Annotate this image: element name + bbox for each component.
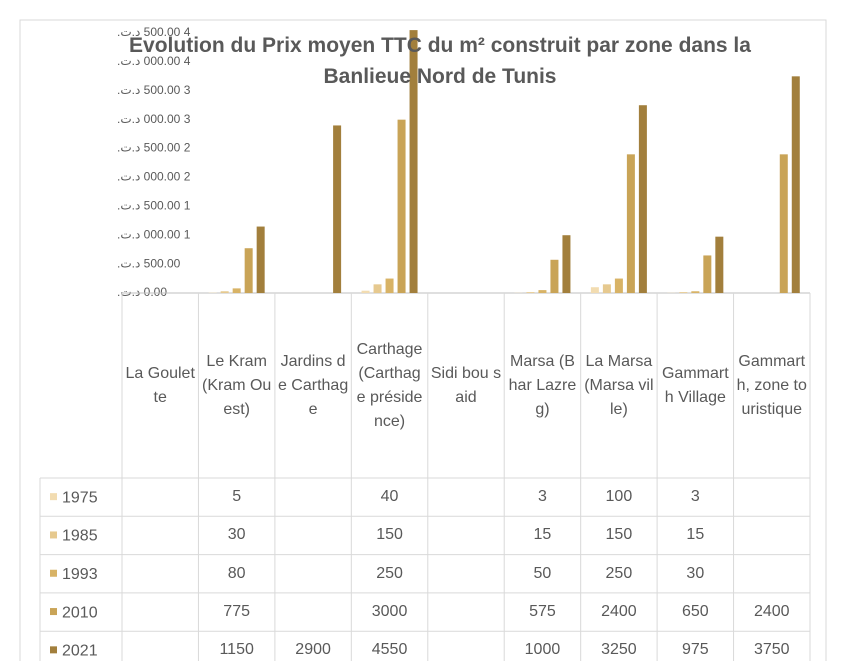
table-value: 150 bbox=[605, 526, 633, 544]
bar bbox=[626, 154, 635, 293]
y-tick-label: 2 500.00 د.ت. bbox=[117, 141, 191, 155]
y-tick-label: 3 000.00 د.ت. bbox=[117, 112, 191, 126]
table-value: 575 bbox=[529, 603, 556, 621]
bar bbox=[232, 288, 241, 293]
y-tick-label: 3 500.00 د.ت. bbox=[117, 83, 191, 97]
table-value: 150 bbox=[376, 526, 403, 544]
table-value: 650 bbox=[681, 603, 709, 621]
bar bbox=[397, 119, 406, 294]
legend-label: 2010 bbox=[62, 604, 98, 621]
table-value: 5 bbox=[232, 488, 242, 506]
table-value: 3000 bbox=[371, 603, 408, 621]
y-tick-label: 500.00 د.ت. bbox=[117, 256, 181, 270]
table-value: 40 bbox=[380, 488, 399, 506]
legend-swatch bbox=[50, 569, 57, 577]
bar bbox=[791, 76, 800, 293]
y-tick-label: 4 500.00 د.ت. bbox=[117, 25, 191, 39]
category-label: Le Kram (Kram Ouest) bbox=[201, 352, 272, 418]
bar bbox=[691, 291, 700, 293]
table-value: 50 bbox=[533, 564, 552, 582]
table-value: 3 bbox=[690, 488, 700, 506]
legend-label: 1985 bbox=[62, 528, 98, 545]
table-value: 250 bbox=[376, 564, 403, 582]
legend-swatch bbox=[50, 608, 57, 616]
bar bbox=[590, 287, 599, 293]
bar bbox=[385, 278, 394, 293]
bar bbox=[526, 292, 535, 293]
bar bbox=[333, 125, 342, 293]
table-value: 775 bbox=[223, 603, 250, 621]
table-value: 3750 bbox=[753, 641, 790, 659]
legend-label: 1993 bbox=[62, 566, 98, 583]
category-label: Gammarth, zone touristique bbox=[736, 352, 807, 418]
table-value: 3250 bbox=[601, 641, 637, 659]
table-value: 975 bbox=[681, 641, 709, 659]
table-value: 2400 bbox=[753, 603, 790, 621]
table-value: 15 bbox=[533, 526, 552, 544]
bar bbox=[562, 235, 571, 293]
bar bbox=[244, 248, 253, 293]
bar bbox=[779, 154, 788, 293]
bar bbox=[256, 226, 265, 293]
y-tick-label: 4 000.00 د.ت. bbox=[117, 54, 191, 68]
bar bbox=[614, 278, 623, 293]
table-value: 4550 bbox=[371, 641, 408, 659]
bar bbox=[679, 292, 688, 293]
table-value: 30 bbox=[227, 526, 246, 544]
y-tick-label: 0.00 د.ت. bbox=[117, 285, 167, 299]
table-value: 1150 bbox=[219, 641, 254, 659]
table-value: 2900 bbox=[295, 641, 331, 659]
category-label: Marsa (Bhar Lazreg) bbox=[508, 352, 577, 418]
table-value: 15 bbox=[686, 526, 705, 544]
category-label: Sidi bou said bbox=[430, 364, 502, 406]
category-label: La Marsa (Marsa ville) bbox=[584, 352, 654, 418]
table-value: 100 bbox=[605, 488, 633, 506]
legend-swatch bbox=[50, 646, 57, 654]
bar bbox=[602, 284, 611, 293]
bar bbox=[220, 291, 229, 293]
table-value: 80 bbox=[227, 564, 246, 582]
table-value: 3 bbox=[537, 488, 547, 506]
bar bbox=[361, 290, 370, 293]
table-value: 250 bbox=[605, 564, 633, 582]
category-label: Gammarth Village bbox=[661, 364, 729, 406]
bar bbox=[550, 259, 559, 293]
y-tick-label: 1 500.00 د.ت. bbox=[117, 199, 191, 213]
legend-swatch bbox=[50, 493, 57, 501]
category-label: La Goulette bbox=[125, 364, 195, 406]
legend-label: 2021 bbox=[62, 643, 98, 660]
chart-frame bbox=[19, 19, 827, 661]
legend-swatch bbox=[50, 531, 57, 539]
table-value: 2400 bbox=[601, 603, 637, 621]
bar bbox=[638, 105, 647, 293]
bar bbox=[409, 30, 418, 293]
category-label: Jardins de Carthage bbox=[277, 352, 349, 418]
bar bbox=[703, 255, 712, 293]
category-label: Carthage (Carthage présidence) bbox=[356, 340, 423, 430]
bar bbox=[538, 290, 547, 293]
bar bbox=[715, 236, 724, 293]
bar bbox=[373, 284, 382, 293]
y-tick-label: 1 000.00 د.ت. bbox=[117, 227, 191, 241]
legend-label: 1975 bbox=[62, 489, 98, 506]
chart-title: Evolution du Prix moyen TTC du m² constr… bbox=[129, 34, 751, 88]
table-value: 1000 bbox=[524, 641, 561, 659]
table-value: 30 bbox=[686, 564, 705, 582]
y-tick-label: 2 000.00 د.ت. bbox=[117, 170, 191, 184]
